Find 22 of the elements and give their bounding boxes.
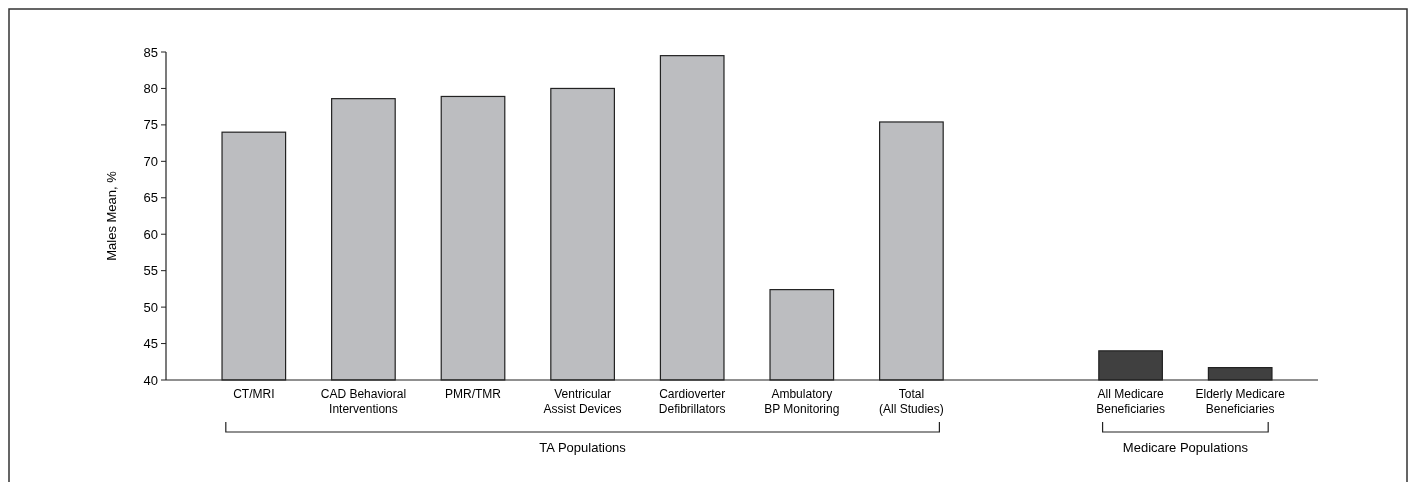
y-tick-label: 40 <box>143 372 158 388</box>
text: Medicare Populations <box>1122 440 1249 455</box>
x-tick-label: Ambulatory BP Monitoring <box>764 387 840 416</box>
y-tick-label: 60 <box>143 226 158 242</box>
y-tick-label: 55 <box>143 263 158 279</box>
y-tick-label: 85 <box>143 44 158 60</box>
x-tick-label: Elderly Medicare Beneficiaries <box>1195 387 1286 416</box>
x-tick-label: CT/MRI <box>233 387 275 401</box>
x-tick-label: All Medicare Beneficiaries <box>1096 387 1165 416</box>
y-tick-label: 50 <box>143 299 158 315</box>
x-tick-label: Ventricular Assist Devices <box>543 387 622 416</box>
y-tick-label: 75 <box>143 117 158 133</box>
y-tick-label: 70 <box>143 153 158 169</box>
x-tick-label: PMR/TMR <box>445 387 502 401</box>
text: TA Populations <box>539 440 627 455</box>
x-tick-label: CAD Behavioral Interventions <box>320 387 407 416</box>
x-tick-label: Cardioverter Defibrillators <box>658 387 726 416</box>
y-axis-title: Males Mean, % <box>104 170 119 261</box>
y-tick-label: 65 <box>143 190 158 206</box>
y-tick-label: 45 <box>143 336 158 352</box>
y-tick-label: 80 <box>143 80 158 96</box>
x-tick-label: Total (All Studies) <box>879 387 944 416</box>
